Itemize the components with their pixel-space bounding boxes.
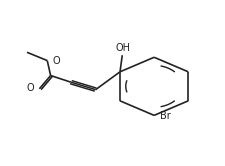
Text: Br: Br [160, 111, 171, 121]
Text: O: O [52, 56, 60, 66]
Text: OH: OH [116, 43, 131, 53]
Text: O: O [26, 83, 34, 93]
